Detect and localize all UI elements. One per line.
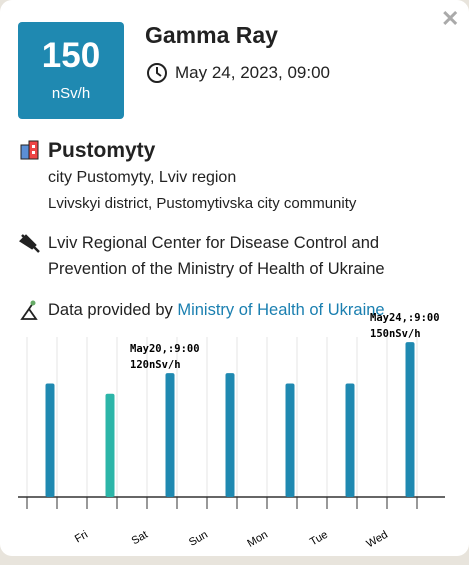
datetime: May 24, 2023, 09:00 (175, 63, 331, 82)
clock-icon (147, 63, 167, 83)
plug-icon (19, 234, 40, 253)
reading-value: 150 (41, 36, 101, 75)
bar (105, 393, 115, 497)
bar (165, 373, 175, 497)
source-link[interactable]: Ministry of Health of Ukraine (177, 301, 385, 319)
bar (345, 383, 355, 497)
location-name: Pustomyty (48, 139, 156, 162)
tooltip-label: May20,:9:00 (130, 343, 200, 355)
reading-unit: nSv/h (51, 85, 91, 102)
x-tick-label: Tue (308, 529, 330, 549)
operator-line: Prevention of the Ministry of Health of … (48, 260, 385, 278)
operator-line: Lviv Regional Center for Disease Control… (48, 234, 380, 252)
location-line: city Pustomyty, Lviv region (48, 169, 237, 186)
x-tick-label: Mon (245, 529, 270, 550)
title: Gamma Ray (145, 22, 278, 48)
reading-box: 150 nSv/h (18, 22, 124, 119)
source: Data provided by Ministry of Health of U… (48, 301, 385, 320)
tooltip-value: 150nSv/h (370, 328, 421, 340)
tooltip-value: 120nSv/h (130, 359, 181, 371)
building-icon (20, 140, 39, 160)
tooltip-label: May24,:9:00 (370, 312, 440, 324)
x-tick-label: Wed (365, 529, 390, 551)
bar (285, 383, 295, 497)
close-button[interactable]: ✕ (441, 6, 460, 31)
antenna-icon (20, 300, 38, 320)
x-tick-label: Sun (187, 529, 210, 549)
bar (45, 383, 55, 497)
location-line: Lvivskyi district, Pustomytivska city co… (48, 195, 357, 212)
bar (405, 342, 415, 497)
source-prefix: Data provided by (48, 301, 173, 319)
x-tick-label: Fri (73, 529, 90, 546)
x-tick-label: Sat (130, 529, 150, 548)
bar (225, 373, 235, 497)
